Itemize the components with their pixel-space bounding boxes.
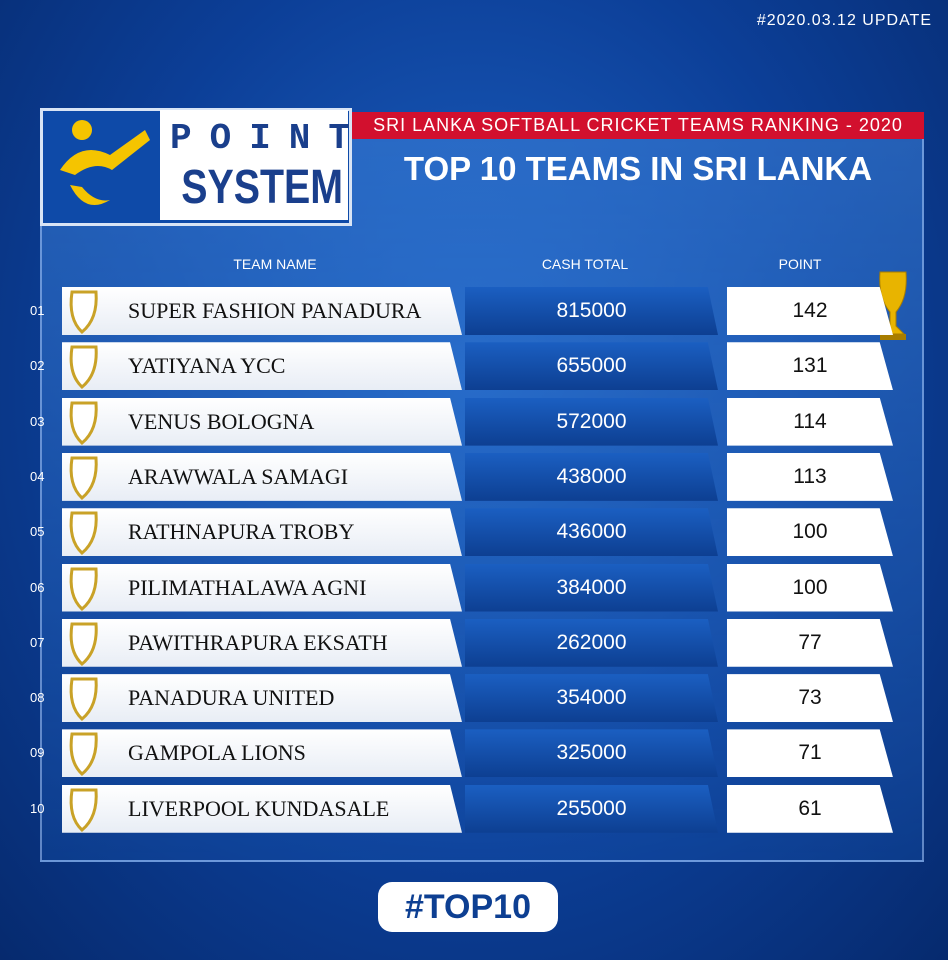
team-name: LIVERPOOL KUNDASALE xyxy=(128,795,390,821)
logo-box xyxy=(160,110,348,220)
point: 77 xyxy=(727,618,893,667)
team-name: GAMPOLA LIONS xyxy=(128,740,306,766)
team-name: PILIMATHALAWA AGNI xyxy=(128,574,367,600)
team-name: RATHNAPURA TROBY xyxy=(128,519,355,545)
logo-bottom-text: SYSTEM xyxy=(181,161,344,214)
point: 73 xyxy=(727,674,893,723)
team-name: ARAWWALA SAMAGI xyxy=(128,463,349,489)
team-name: VENUS BOLOGNA xyxy=(128,408,315,434)
name-cell xyxy=(62,729,462,778)
logo-icon xyxy=(60,120,150,205)
cash-total: 255000 xyxy=(465,784,718,833)
point: 61 xyxy=(727,784,893,833)
team-name: PANADURA UNITED xyxy=(128,685,335,711)
footer-tag: #TOP10 xyxy=(378,882,558,932)
cash-total: 438000 xyxy=(465,452,718,501)
shield-icon xyxy=(69,622,98,666)
point: 142 xyxy=(727,287,893,335)
shield-icon xyxy=(69,290,98,334)
shield-icon xyxy=(69,456,98,500)
rank: 05 xyxy=(30,524,45,540)
name-cell xyxy=(62,452,462,501)
column-header: TEAM NAME xyxy=(233,256,317,272)
name-cell xyxy=(62,563,462,612)
name-cell xyxy=(62,397,462,446)
name-cell xyxy=(62,508,462,557)
rank: 09 xyxy=(30,745,45,761)
name-cell xyxy=(62,674,462,723)
name-cell xyxy=(62,342,462,391)
subtitle: SRI LANKA SOFTBALL CRICKET TEAMS RANKING… xyxy=(352,112,924,139)
rank: 07 xyxy=(30,634,45,650)
rank: 04 xyxy=(30,468,45,484)
cash-total: 262000 xyxy=(465,618,718,667)
cash-total: 384000 xyxy=(465,563,718,612)
cash-total: 572000 xyxy=(465,397,718,446)
shield-icon xyxy=(69,567,98,611)
shield-icon xyxy=(69,788,98,832)
logo-top-text: POINT xyxy=(170,118,369,159)
point: 131 xyxy=(727,342,893,391)
shield-icon xyxy=(69,511,98,556)
update-date: #2020.03.12 UPDATE xyxy=(756,12,932,29)
cash-total: 815000 xyxy=(465,287,718,335)
rank: 01 xyxy=(30,303,45,318)
column-header: POINT xyxy=(778,256,822,272)
name-cell xyxy=(62,784,462,833)
team-name: YATIYANA YCC xyxy=(128,353,286,379)
cash-total: 655000 xyxy=(465,342,718,391)
shield-icon xyxy=(69,677,98,722)
point: 113 xyxy=(727,452,893,501)
point: 71 xyxy=(727,729,893,778)
cash-total: 354000 xyxy=(465,674,718,723)
rank: 02 xyxy=(30,358,45,374)
shield-icon xyxy=(69,401,98,445)
name-cell xyxy=(62,287,462,335)
team-name: SUPER FASHION PANADURA xyxy=(128,298,422,323)
rank: 08 xyxy=(30,690,45,706)
column-header: CASH TOTAL xyxy=(541,256,629,272)
point: 100 xyxy=(727,563,893,612)
point: 114 xyxy=(727,397,893,446)
rank: 06 xyxy=(30,579,45,595)
team-name: PAWITHRAPURA EKSATH xyxy=(128,629,388,655)
shield-icon xyxy=(69,732,98,777)
rank: 10 xyxy=(30,800,45,816)
cash-total: 325000 xyxy=(465,729,718,778)
shield-icon xyxy=(69,345,98,390)
cash-total: 436000 xyxy=(465,508,718,557)
rank: 03 xyxy=(30,413,45,429)
title: TOP 10 TEAMS IN SRI LANKA xyxy=(403,150,873,187)
point: 100 xyxy=(727,508,893,557)
name-cell xyxy=(62,618,462,667)
